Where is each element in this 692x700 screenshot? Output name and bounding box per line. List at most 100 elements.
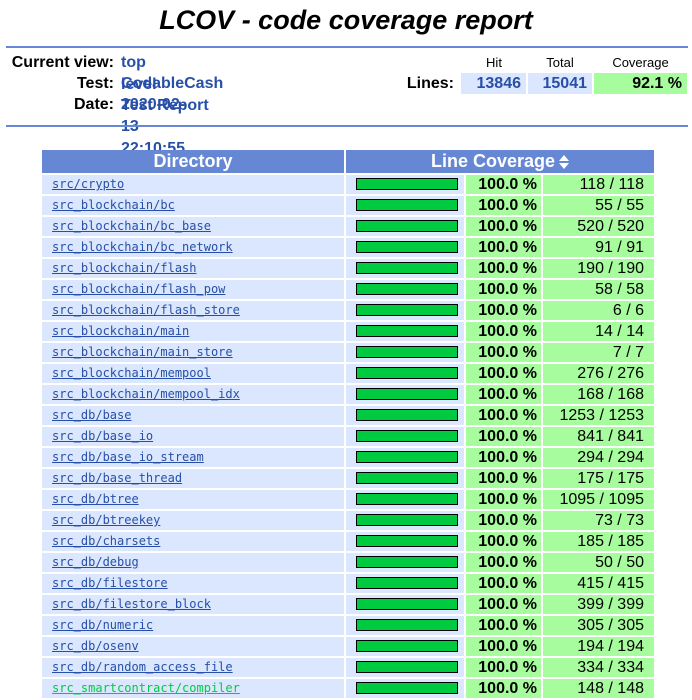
lines-label: Lines: — [406, 75, 454, 92]
bottom-divider — [6, 125, 688, 127]
directory-cell: src_db/btreekey — [42, 511, 344, 530]
table-row: src_db/charsets 100.0 % 185 / 185 — [42, 532, 654, 553]
directory-link[interactable]: src_blockchain/flash_pow — [52, 282, 226, 296]
coverage-bar-cell — [346, 196, 464, 215]
coverage-count: 50 / 50 — [543, 553, 654, 572]
directory-link[interactable]: src_blockchain/mempool — [52, 366, 211, 380]
coverage-bar — [356, 178, 458, 190]
directory-cell: src_blockchain/flash — [42, 259, 344, 278]
directory-link[interactable]: src_db/base — [52, 408, 132, 422]
coverage-bar — [356, 241, 458, 253]
directory-column-header: Directory — [42, 150, 344, 173]
test-value: CodableCash Test Report — [121, 75, 224, 114]
coverage-bar — [356, 346, 458, 358]
directory-link[interactable]: src_smartcontract/compiler — [52, 681, 240, 695]
directory-link[interactable]: src_db/base_io_stream — [52, 450, 204, 464]
coverage-bar-fill — [357, 221, 457, 231]
coverage-bar — [356, 619, 458, 631]
coverage-bar-cell — [346, 322, 464, 341]
coverage-bar-cell — [346, 511, 464, 530]
directory-link[interactable]: src_blockchain/flash — [52, 261, 197, 275]
directory-cell: src_db/base — [42, 406, 344, 425]
sort-updown-icon[interactable] — [559, 155, 570, 170]
directory-link[interactable]: src_db/btree — [52, 492, 139, 506]
coverage-count: 118 / 118 — [543, 175, 654, 194]
table-row: src_db/filestore 100.0 % 415 / 415 — [42, 574, 654, 595]
directory-link[interactable]: src/crypto — [52, 177, 125, 191]
coverage-percent: 100.0 % — [466, 532, 541, 551]
lines-total-value: 15041 — [528, 73, 592, 94]
coverage-count: 58 / 58 — [543, 280, 654, 299]
directory-link[interactable]: src_db/filestore_block — [52, 597, 211, 611]
coverage-count: 194 / 194 — [543, 637, 654, 656]
directory-cell: src_db/charsets — [42, 532, 344, 551]
table-row: src_smartcontract/compiler 100.0 % 148 / 1… — [42, 679, 654, 700]
directory-link[interactable]: src_db/numeric — [52, 618, 154, 632]
table-row: src_db/base 100.0 % 1253 / 1253 — [42, 406, 654, 427]
top-divider — [6, 46, 688, 48]
coverage-bar-cell — [346, 658, 464, 677]
directory-link[interactable]: src_db/osenv — [52, 639, 139, 653]
lines-hit-value: 13846 — [461, 73, 526, 94]
directory-link[interactable]: src_db/btreekey — [52, 513, 161, 527]
directory-link[interactable]: src_db/base_thread — [52, 471, 183, 485]
date-label: Date: — [73, 96, 114, 113]
table-row: src_db/filestore_block 100.0 % 399 / 399 — [42, 595, 654, 616]
coverage-bar — [356, 640, 458, 652]
line-coverage-column-header[interactable]: Line Coverage — [346, 150, 654, 173]
directory-link[interactable]: src_db/debug — [52, 555, 139, 569]
coverage-percent: 100.0 % — [466, 301, 541, 320]
coverage-bar-cell — [346, 217, 464, 236]
coverage-bar-fill — [357, 557, 457, 567]
table-row: src_blockchain/flash 100.0 % 190 / 190 — [42, 259, 654, 280]
coverage-percent: 100.0 % — [466, 364, 541, 383]
coverage-count: 1095 / 1095 — [543, 490, 654, 509]
coverage-bar-fill — [357, 515, 457, 525]
coverage-percent: 100.0 % — [466, 343, 541, 362]
directory-link[interactable]: src_blockchain/main — [52, 324, 190, 338]
coverage-bar-fill — [357, 494, 457, 504]
coverage-bar — [356, 472, 458, 484]
coverage-bar-cell — [346, 259, 464, 278]
coverage-bar-cell — [346, 469, 464, 488]
total-header: Total — [546, 55, 574, 70]
coverage-bar-cell — [346, 679, 464, 698]
coverage-bar-fill — [357, 305, 457, 315]
coverage-percent: 100.0 % — [466, 196, 541, 215]
directory-cell: src_blockchain/bc_network — [42, 238, 344, 257]
coverage-bar-cell — [346, 637, 464, 656]
directory-cell: src_db/base_io — [42, 427, 344, 446]
directory-link[interactable]: src_db/filestore — [52, 576, 168, 590]
coverage-percent: 100.0 % — [466, 574, 541, 593]
coverage-bar — [356, 661, 458, 673]
coverage-bar-fill — [357, 452, 457, 462]
directory-link[interactable]: src_blockchain/main_store — [52, 345, 233, 359]
coverage-count: 520 / 520 — [543, 217, 654, 236]
coverage-count: 55 / 55 — [543, 196, 654, 215]
directory-link[interactable]: src_db/random_access_file — [52, 660, 233, 674]
coverage-bar — [356, 367, 458, 379]
directory-link[interactable]: src_blockchain/flash_store — [52, 303, 240, 317]
directory-cell: src_db/osenv — [42, 637, 344, 656]
coverage-bar-cell — [346, 490, 464, 509]
coverage-count: 841 / 841 — [543, 427, 654, 446]
directory-cell: src_db/random_access_file — [42, 658, 344, 677]
directory-link[interactable]: src_blockchain/bc_network — [52, 240, 233, 254]
coverage-count: 276 / 276 — [543, 364, 654, 383]
directory-link[interactable]: src_blockchain/mempool_idx — [52, 387, 240, 401]
coverage-bar-cell — [346, 238, 464, 257]
directory-link[interactable]: src_db/base_io — [52, 429, 154, 443]
coverage-bar — [356, 199, 458, 211]
coverage-bar — [356, 430, 458, 442]
directory-cell: src_db/numeric — [42, 616, 344, 635]
directory-link[interactable]: src_blockchain/bc_base — [52, 219, 211, 233]
directory-cell: src_smartcontract/compiler — [42, 679, 344, 698]
directory-table: src/crypto 100.0 % 118 / 118 src_blockchain… — [42, 175, 654, 700]
coverage-header: Coverage — [612, 55, 669, 70]
directory-link[interactable]: src_blockchain/bc — [52, 198, 175, 212]
coverage-bar-cell — [346, 343, 464, 362]
coverage-bar — [356, 535, 458, 547]
coverage-bar-fill — [357, 347, 457, 357]
current-view-value: top level — [121, 54, 157, 93]
directory-link[interactable]: src_db/charsets — [52, 534, 161, 548]
